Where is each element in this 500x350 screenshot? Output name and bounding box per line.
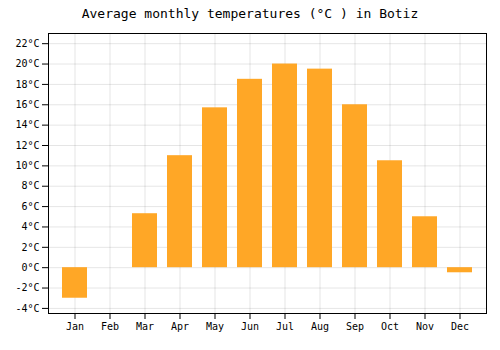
svg-text:May: May [206,321,224,332]
svg-text:4°C: 4°C [21,221,39,232]
svg-text:Jun: Jun [241,321,259,332]
svg-text:6°C: 6°C [21,201,39,212]
svg-text:-4°C: -4°C [15,303,39,314]
svg-text:12°C: 12°C [15,140,39,151]
svg-text:-2°C: -2°C [15,282,39,293]
svg-text:0°C: 0°C [21,262,39,273]
svg-text:2°C: 2°C [21,242,39,253]
svg-text:Aug: Aug [311,321,329,332]
svg-text:Feb: Feb [101,321,119,332]
svg-text:18°C: 18°C [15,79,39,90]
svg-text:14°C: 14°C [15,119,39,130]
svg-text:Dec: Dec [451,321,469,332]
svg-text:Jul: Jul [276,321,294,332]
svg-text:Sep: Sep [346,321,364,332]
svg-text:Mar: Mar [136,321,154,332]
svg-text:Jan: Jan [66,321,84,332]
svg-text:8°C: 8°C [21,180,39,191]
svg-text:20°C: 20°C [15,58,39,69]
svg-text:16°C: 16°C [15,99,39,110]
html-text:Average monthly temperatures (: Average monthly temperatures (°C ) in Bo… [81,6,419,21]
svg-text:10°C: 10°C [15,160,39,171]
svg-text:Oct: Oct [381,321,399,332]
svg-text:22°C: 22°C [15,38,39,49]
svg-text:Apr: Apr [171,321,189,332]
svg-text:Nov: Nov [416,321,434,332]
